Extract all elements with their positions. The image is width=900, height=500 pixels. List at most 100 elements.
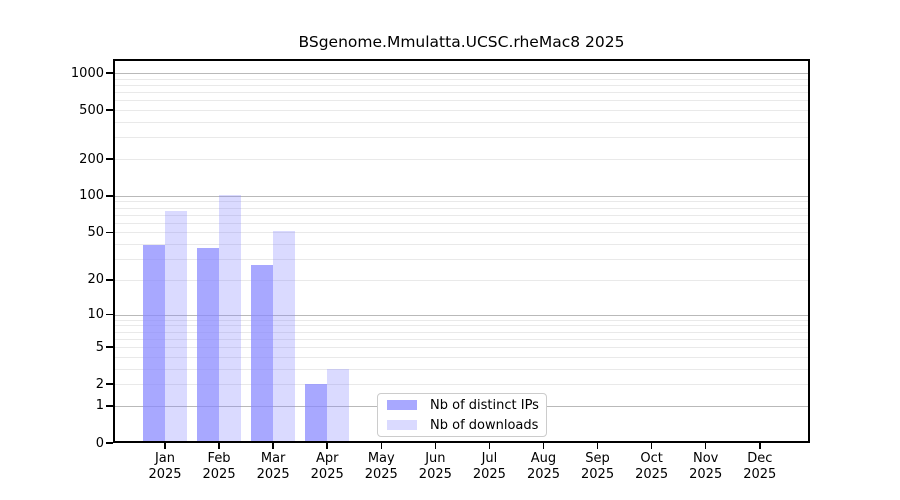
x-tick-year: 2025 [148,467,182,482]
y-tick [106,313,113,316]
legend-swatch-downloads [387,420,417,430]
x-tick-month: Sep [585,451,610,466]
x-tick [380,443,383,449]
x-tick-label: Apr 2025 [297,451,357,483]
y-tick-label: 0 [95,435,104,451]
y-tick [106,442,113,444]
y-tick-label: 2 [95,376,104,392]
bar-distinct-ips [251,264,274,441]
x-tick-month: Apr [315,451,339,466]
minor-gridline [115,279,808,281]
y-tick-label: 1 [95,398,104,414]
y-tick-label: 5 [95,339,104,355]
x-tick-label: Nov 2025 [676,451,736,483]
x-tick-label: Dec 2025 [730,451,790,483]
bar-distinct-ips [143,245,165,441]
minor-gridline [115,232,808,234]
x-tick-year: 2025 [364,467,398,482]
major-gridline [115,73,808,75]
y-tick [106,346,113,348]
bar-distinct-ips [197,248,220,441]
x-tick-month: Feb [207,451,231,466]
x-tick-label: Oct 2025 [622,451,682,483]
bar-downloads [273,231,296,441]
x-tick-year: 2025 [526,467,561,482]
x-tick-month: Dec [747,451,773,466]
x-tick-label: Jul 2025 [459,451,519,483]
x-tick-year: 2025 [635,467,669,482]
x-tick-label: Jan 2025 [135,451,195,483]
minor-gridline [115,207,808,209]
x-tick [272,443,274,449]
minor-gridline [115,137,808,139]
minor-gridline [115,92,808,94]
x-tick-month: Oct [640,451,663,466]
y-tick-label: 10 [87,307,104,323]
x-tick-label: Sep 2025 [568,451,628,483]
x-tick-year: 2025 [743,467,777,482]
minor-gridline [115,122,808,124]
minor-gridline [115,85,808,87]
x-tick-year: 2025 [202,467,236,482]
x-tick-label: Mar 2025 [243,451,303,483]
y-tick [106,383,113,385]
y-tick-label: 1000 [70,65,104,81]
legend-label-distinct-ips: Nb of distinct IPs [430,397,539,413]
minor-gridline [115,214,808,216]
y-tick-label: 500 [79,102,104,118]
minor-gridline [115,100,808,102]
x-tick-month: Nov [693,451,719,466]
y-tick [106,158,113,160]
minor-gridline [115,159,808,161]
x-tick-month: May [367,451,395,466]
plot-area [113,59,810,443]
minor-gridline [115,347,808,349]
x-tick [326,443,328,449]
legend-item-downloads: Nb of downloads [378,416,546,434]
x-tick-label: Aug 2025 [513,451,573,483]
x-tick [164,443,166,449]
minor-gridline [115,325,808,327]
x-tick-month: Jan [154,451,176,466]
x-tick [218,443,220,449]
legend-label-downloads: Nb of downloads [430,417,539,433]
minor-gridline [115,110,808,112]
minor-gridline [115,319,808,321]
legend-item-distinct-ips: Nb of distinct IPs [378,396,546,414]
y-tick [106,405,113,407]
major-gridline [115,314,808,316]
bar-downloads [165,211,187,441]
minor-gridline [115,331,808,333]
bar-distinct-ips [305,384,328,441]
x-tick-year: 2025 [581,467,615,482]
x-tick-month: Jun [425,451,446,466]
x-tick-month: Mar [260,451,286,466]
minor-gridline [115,244,808,246]
y-tick [106,231,113,234]
chart-title: BSgenome.Mmulatta.UCSC.rheMac8 2025 [298,33,625,51]
x-tick-month: Aug [530,451,557,466]
y-tick [106,72,113,74]
x-tick-year: 2025 [689,467,723,482]
x-tick [542,443,545,449]
y-tick-label: 200 [79,151,104,167]
bar-downloads [327,368,350,441]
minor-gridline [115,201,808,203]
x-tick [434,443,437,449]
minor-gridline [115,338,808,340]
bar-downloads [219,194,242,441]
x-tick-year: 2025 [472,467,506,482]
legend: Nb of distinct IPs Nb of downloads [377,393,547,437]
x-tick [488,443,491,449]
y-tick [106,279,113,281]
x-tick-month: Jul [481,451,498,466]
minor-gridline [115,222,808,224]
y-tick [106,109,113,111]
x-tick-label: Jun 2025 [405,451,465,483]
x-tick-year: 2025 [418,467,452,482]
minor-gridline [115,368,808,370]
minor-gridline [115,259,808,261]
x-tick [704,443,707,449]
x-tick [596,443,599,449]
